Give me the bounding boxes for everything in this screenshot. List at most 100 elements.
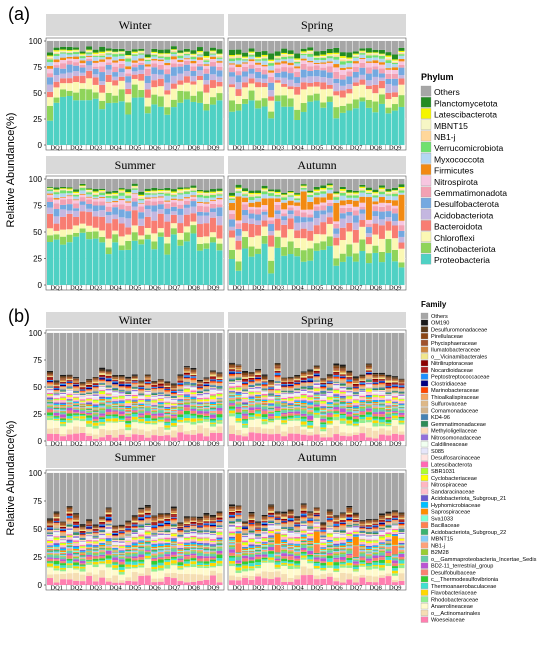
bar-segment-sbr1031 (47, 540, 53, 542)
bar-segment-nocardioidaceae (79, 532, 86, 533)
stacked-bar (333, 179, 340, 285)
bar-segment-bacteroidota (99, 216, 106, 231)
bar-segment-acidobacteriota (274, 77, 281, 81)
bar-segment-bd2-11-terrestrial-group (66, 553, 73, 556)
bar-segment-nb1-j (151, 192, 158, 194)
bar-segment-myxococcota (170, 196, 177, 199)
bar-segment-planctomycetota (281, 192, 288, 195)
bar-segment-nitrospirota (131, 194, 138, 199)
bar-segment-desulfobacterota (151, 205, 158, 212)
bar-segment-nitriliruptoraceae (164, 386, 171, 388)
bar-segment-chloroflexi (268, 246, 275, 261)
bar-segment-o-gammaproteobacteria-incertae-sedis (92, 414, 99, 417)
y-tick-label: 75 (33, 356, 42, 365)
bar-segment-anaerolineaceae (326, 424, 333, 428)
bar-segment-chloroflexi (313, 86, 320, 94)
bar-segment-actinobacteriota (281, 95, 288, 107)
bar-segment-gemmatimonadota (359, 62, 366, 68)
bar-segment-ilumatobacteraceae (365, 368, 372, 370)
bar-segment-acidobacteriota (287, 79, 294, 87)
bar-segment-mbnt15 (86, 550, 93, 551)
bar-segment-acidobacteriota-subgroup-22 (261, 404, 268, 406)
bar-segment-om190 (53, 511, 60, 513)
bar-segment-o-gammaproteobacteria-incertae-sedis (151, 412, 158, 414)
site-label: DQ1 (51, 145, 63, 152)
bar-segment-actinobacteriota (125, 240, 132, 250)
bar-segment-o-vicinamibacterales (300, 376, 307, 378)
bar-segment-hyphomicrobiaceae (333, 395, 340, 397)
bar-segment-mbnt15 (66, 404, 73, 405)
stacked-bar (118, 179, 125, 285)
bar-segment-nitrospiraceae (242, 399, 249, 401)
site-label: DQ2 (252, 285, 264, 292)
bar-segment-marinobacteraceae (47, 382, 53, 384)
bar-segment-gemmatimonadota (92, 201, 99, 206)
bar-segment-thermoanaerobaculaceae (92, 560, 99, 562)
bar-segment-nocardioidaceae (385, 384, 392, 386)
bar-segment-mbnt15 (177, 190, 184, 192)
bar-segment-phycisphaeraceae (118, 377, 125, 379)
bar-segment-woeseiaceae (365, 437, 372, 441)
bar-segment-nb1-j (196, 193, 203, 195)
site-label: DQ7 (350, 441, 363, 448)
bar-segment-nitriliruptoraceae (60, 382, 67, 384)
legend-swatch (420, 253, 432, 265)
bar-segment-mbnt15 (216, 402, 223, 404)
bar-segment-nitriliruptoraceae (209, 376, 216, 378)
bar-segment-sva1033 (339, 399, 346, 401)
bar-segment-b2m28 (73, 556, 80, 559)
bar-segment-desulfobacterota (112, 72, 119, 77)
bar-segment-actinobacteriota (138, 239, 145, 245)
bar-segment-pirellulaceae (164, 383, 171, 385)
bar-segment-ilumatobacteraceae (79, 385, 86, 387)
bar-segment-desulfosarcinaceae (86, 396, 93, 399)
bar-segment-nitriliruptoraceae (346, 377, 353, 379)
bar-segment-sbr1031 (391, 397, 398, 399)
bar-segment-myxococcota (268, 65, 275, 71)
bar-segment-desulfuromonadaceae (242, 372, 249, 374)
bar-segment-latescibacterota (190, 187, 197, 189)
bar-segment-desulfobacterota (242, 71, 249, 77)
bar-segment-ilumatobacteraceae (92, 380, 99, 382)
bar-segment-comamonadaceae (47, 385, 53, 387)
bar-segment-myxococcota (209, 197, 216, 200)
bar-segment-s085 (92, 397, 99, 399)
bar-segment-acidobacteriota-subgroup-22 (118, 405, 125, 408)
bar-segment-sulfurovaceae (183, 379, 190, 381)
bar-segment-nb1-j (391, 192, 398, 194)
bar-segment-bacteroidota (79, 75, 86, 84)
bar-segment-verrucomicrobiota (385, 194, 392, 196)
bar-segment-latescibacterota (118, 189, 125, 191)
bar-segment-gemmatimonadaceae (144, 389, 151, 391)
bar-segment-bd2-11-terrestrial-group (242, 413, 249, 416)
bar-segment-acidobacteriota (157, 74, 164, 79)
bar-segment-caldilineaceae (235, 382, 242, 384)
bar-segment-nitrospirota (320, 202, 327, 206)
bar-segment-ilumatobacteraceae (183, 369, 190, 372)
bar-segment-myxococcota (359, 54, 366, 58)
bar-segment-proteobacteria (131, 97, 138, 145)
bar-segment-others (274, 179, 281, 190)
bar-segment-saprospiraceae (209, 404, 216, 405)
bar-segment-methyloligellaceae (235, 380, 242, 382)
bar-segment-sva1033 (216, 399, 223, 401)
bar-segment-thioalkalispiraceae (53, 523, 60, 526)
bar-segment-phycisphaeraceae (190, 371, 197, 373)
stacked-bar (385, 41, 392, 145)
bar-segment-bacteroidota (66, 78, 73, 84)
bar-segment-caldilineaceae (216, 390, 223, 392)
bar-segment-nb1-j (372, 54, 379, 56)
bar-segment-chloroflexi (391, 238, 398, 250)
bar-segment-bacillaceae (183, 398, 190, 401)
site-label: DQ6 (148, 285, 160, 292)
bar-segment-methyloligellaceae (255, 385, 262, 387)
bar-segment-desulfobacterota (53, 209, 60, 217)
bar-segment-peptostreptococcaceae (170, 390, 177, 393)
bar-segment-o-gammaproteobacteria-incertae-sedis (66, 550, 73, 554)
bar-segment-desulfosarcinaceae (391, 395, 398, 397)
bar-segment-nb1-j (372, 406, 379, 408)
bar-segment-chloroflexi (99, 230, 106, 237)
bar-segment-o-gammaproteobacteria-incertae-sedis (47, 406, 53, 409)
bar-segment-c-thermodesulfovibrionia (261, 414, 268, 418)
bar-segment-o-actinomarinales (359, 426, 366, 434)
